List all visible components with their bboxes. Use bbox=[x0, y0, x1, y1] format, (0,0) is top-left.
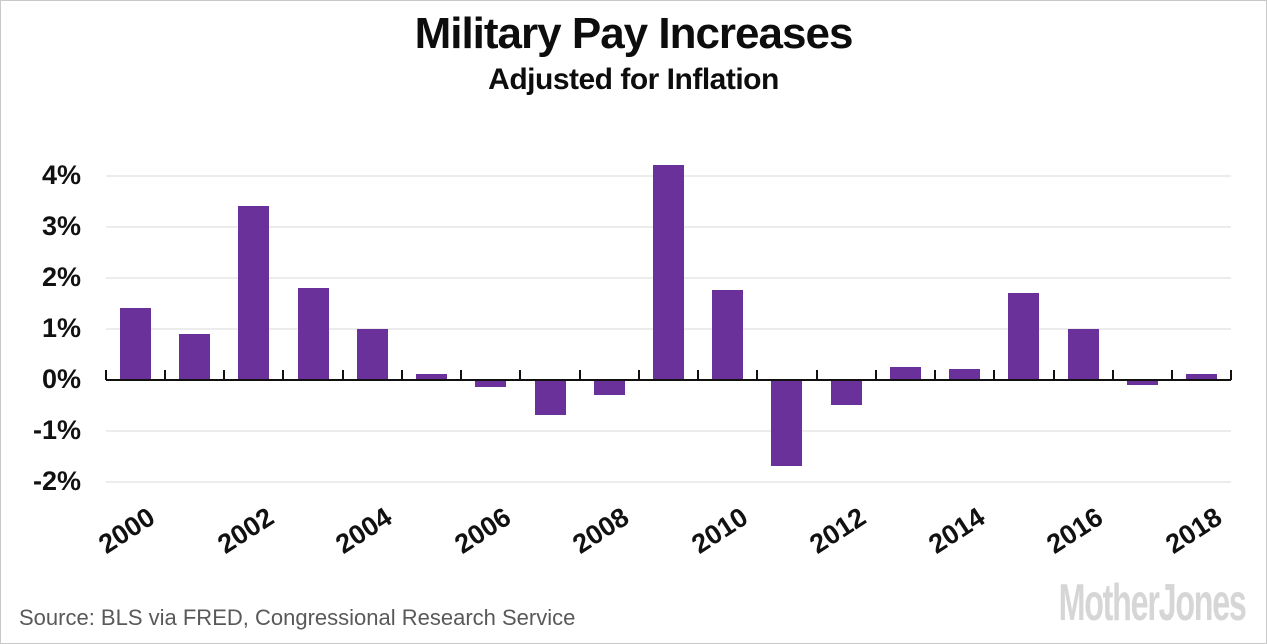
bar-2001 bbox=[179, 333, 211, 380]
bar-2004 bbox=[356, 328, 388, 380]
x-axis-line bbox=[105, 378, 1232, 381]
source-caption: Source: BLS via FRED, Congressional Rese… bbox=[19, 605, 576, 630]
bar-2008 bbox=[593, 379, 625, 395]
x-axis-tick bbox=[1052, 369, 1055, 380]
x-tick-label: 2004 bbox=[330, 501, 398, 560]
x-axis-tick bbox=[282, 369, 285, 380]
x-axis-tick bbox=[874, 369, 877, 380]
bar-2003 bbox=[297, 287, 329, 380]
y-gridline bbox=[105, 429, 1232, 432]
x-tick-label: 2000 bbox=[93, 501, 161, 560]
y-tick-label: -1% bbox=[32, 415, 81, 445]
bar-2007 bbox=[534, 379, 566, 416]
bar-2016 bbox=[1067, 328, 1099, 380]
x-tick-label: 2006 bbox=[449, 501, 516, 560]
x-axis-tick bbox=[163, 369, 166, 380]
chart-subtitle: Adjusted for Inflation bbox=[488, 63, 779, 96]
x-tick-label: 2016 bbox=[1041, 501, 1109, 560]
bar-2006 bbox=[475, 379, 507, 388]
y-tick-label: 4% bbox=[41, 160, 81, 190]
bar-2012 bbox=[830, 379, 862, 405]
bar-2014 bbox=[949, 369, 981, 380]
x-axis-tick bbox=[578, 369, 581, 380]
x-axis-tick bbox=[1171, 369, 1174, 380]
x-axis-tick bbox=[460, 369, 463, 380]
x-axis-tick bbox=[1111, 369, 1114, 380]
bar-2018 bbox=[1186, 374, 1218, 380]
bar-2002 bbox=[238, 206, 270, 380]
x-axis-tick bbox=[104, 369, 107, 380]
x-tick-label: 2008 bbox=[567, 501, 635, 560]
bar-2011 bbox=[771, 379, 803, 467]
x-tick-label: 2002 bbox=[212, 501, 279, 560]
bar-2005 bbox=[416, 374, 448, 380]
x-axis-tick bbox=[341, 369, 344, 380]
y-tick-label: 1% bbox=[41, 313, 81, 343]
x-axis-tick bbox=[697, 369, 700, 380]
y-tick-label: 2% bbox=[41, 262, 81, 292]
x-axis-tick bbox=[519, 369, 522, 380]
x-axis-tick bbox=[934, 369, 937, 380]
x-tick-label: 2010 bbox=[686, 501, 753, 560]
bar-2015 bbox=[1008, 292, 1040, 380]
x-tick-label: 2018 bbox=[1159, 501, 1227, 560]
x-axis-tick bbox=[223, 369, 226, 380]
y-tick-label: 0% bbox=[41, 364, 81, 394]
bar-2013 bbox=[889, 366, 921, 380]
x-axis-tick bbox=[756, 369, 759, 380]
x-axis-tick bbox=[993, 369, 996, 380]
y-gridline bbox=[105, 480, 1232, 483]
x-axis-tick bbox=[815, 369, 818, 380]
y-tick-label: 3% bbox=[41, 211, 81, 241]
y-tick-label: -2% bbox=[32, 466, 81, 496]
x-axis-tick bbox=[637, 369, 640, 380]
x-axis-tick bbox=[1230, 369, 1233, 380]
bar-2017 bbox=[1126, 379, 1158, 385]
bar-2000 bbox=[119, 308, 151, 380]
mother-jones-logo: MotherJones bbox=[1059, 574, 1247, 632]
bar-2009 bbox=[652, 165, 684, 380]
x-axis-tick bbox=[400, 369, 403, 380]
x-tick-label: 2012 bbox=[804, 501, 872, 560]
x-tick-label: 2014 bbox=[923, 501, 990, 560]
bar-2010 bbox=[712, 290, 744, 380]
chart-title: Military Pay Increases bbox=[414, 9, 854, 58]
